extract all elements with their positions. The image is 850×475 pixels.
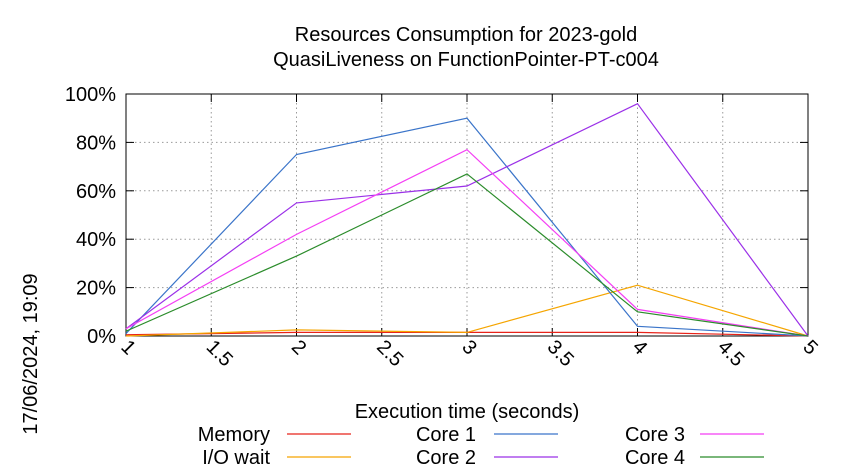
legend-label-core-3: Core 3 bbox=[625, 424, 685, 446]
legend-label-memory: Memory bbox=[198, 424, 270, 446]
grid bbox=[126, 94, 808, 336]
timestamp: 17/06/2024, 19:09 bbox=[20, 273, 42, 434]
x-tick-label: 4 bbox=[628, 336, 651, 359]
y-tick-label: 80% bbox=[76, 132, 116, 154]
x-tick-label: 2 bbox=[287, 336, 310, 359]
series-lines bbox=[125, 102, 809, 337]
y-tick-label: 60% bbox=[76, 181, 116, 203]
x-tick-label: 3 bbox=[457, 336, 480, 359]
y-tick-label: 40% bbox=[76, 229, 116, 251]
series-line-core-1 bbox=[125, 117, 809, 337]
x-tick-label: 5 bbox=[798, 336, 821, 359]
legend-label-core-1: Core 1 bbox=[416, 424, 476, 446]
x-tick-label: 4.5 bbox=[713, 336, 748, 371]
x-tick-label: 3.5 bbox=[543, 336, 578, 371]
chart-subtitle: QuasiLiveness on FunctionPointer-PT-c004 bbox=[273, 49, 659, 71]
chart-title: Resources Consumption for 2023-gold bbox=[295, 24, 637, 46]
series-line-core-2 bbox=[125, 102, 809, 337]
x-tick-label: 1.5 bbox=[202, 336, 237, 371]
series-line-core-3 bbox=[125, 148, 809, 337]
legend-label-core-4: Core 4 bbox=[625, 447, 685, 469]
y-tick-label: 100% bbox=[65, 84, 116, 106]
y-axis: 0% 20% 40% 60% 80% 100% bbox=[65, 84, 808, 348]
y-tick-label: 20% bbox=[76, 278, 116, 300]
x-tick-label: 2.5 bbox=[372, 336, 407, 371]
x-axis-label: Execution time (seconds) bbox=[355, 401, 580, 423]
series-line-i-o-wait bbox=[125, 284, 809, 337]
legend-label-i-o-wait: I/O wait bbox=[202, 447, 270, 469]
x-tick-label: 1 bbox=[116, 336, 139, 359]
series-line-core-4 bbox=[125, 173, 809, 337]
legend-label-core-2: Core 2 bbox=[416, 447, 476, 469]
y-tick-label: 0% bbox=[87, 326, 116, 348]
